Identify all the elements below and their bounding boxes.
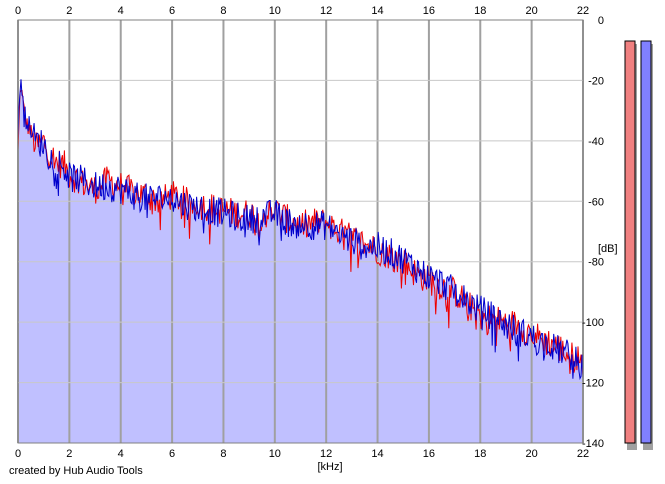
x-tick-label-bottom: 20 bbox=[526, 448, 538, 460]
x-tick-label-top: 22 bbox=[577, 5, 589, 17]
x-tick-label-top: 18 bbox=[474, 5, 486, 17]
y-tick-label: -60 bbox=[588, 196, 604, 208]
x-tick-label-bottom: 12 bbox=[320, 448, 332, 460]
x-tick-label-top: 12 bbox=[320, 5, 332, 17]
plot-border bbox=[17, 19, 584, 444]
y-axis-label: [dB] bbox=[598, 243, 618, 255]
y-tick-label: -20 bbox=[588, 75, 604, 87]
y-tick-label: -80 bbox=[588, 257, 604, 269]
x-tick-label-top: 14 bbox=[371, 5, 383, 17]
series-line-blue bbox=[17, 79, 584, 380]
y-tick-label: -40 bbox=[588, 136, 604, 148]
x-tick-label-bottom: 16 bbox=[423, 448, 435, 460]
y-tick-label: -120 bbox=[582, 378, 604, 390]
y-tick-label: 0 bbox=[598, 15, 604, 27]
x-tick-label-top: 0 bbox=[15, 5, 21, 17]
x-tick-label-top: 6 bbox=[169, 5, 175, 17]
tick-layer: 002244668810101212141416161818202022220-… bbox=[15, 5, 604, 460]
x-tick-label-bottom: 4 bbox=[118, 448, 124, 460]
x-tick-label-bottom: 10 bbox=[269, 448, 281, 460]
series-layer bbox=[17, 79, 584, 380]
spectrum-fill bbox=[18, 79, 583, 444]
x-tick-label-bottom: 18 bbox=[474, 448, 486, 460]
level-meter-right bbox=[640, 40, 652, 444]
x-tick-label-top: 2 bbox=[66, 5, 72, 17]
level-meter-left bbox=[624, 40, 636, 444]
x-tick-label-top: 8 bbox=[220, 5, 226, 17]
x-tick-label-top: 20 bbox=[526, 5, 538, 17]
x-axis-label: [kHz] bbox=[317, 461, 342, 473]
x-tick-label-bottom: 14 bbox=[371, 448, 383, 460]
x-tick-label-bottom: 8 bbox=[220, 448, 226, 460]
y-tick-label: -140 bbox=[582, 438, 604, 450]
x-tick-label-bottom: 2 bbox=[66, 448, 72, 460]
x-tick-label-top: 4 bbox=[118, 5, 124, 17]
x-tick-label-bottom: 22 bbox=[577, 448, 589, 460]
x-tick-label-bottom: 0 bbox=[15, 448, 21, 460]
spectrum-fill-layer bbox=[18, 79, 583, 444]
x-tick-label-top: 16 bbox=[423, 5, 435, 17]
y-tick-label: -100 bbox=[582, 317, 604, 329]
level-meters bbox=[624, 40, 653, 450]
x-tick-label-top: 10 bbox=[269, 5, 281, 17]
credit-text: created by Hub Audio Tools bbox=[9, 465, 143, 477]
x-tick-label-bottom: 6 bbox=[169, 448, 175, 460]
